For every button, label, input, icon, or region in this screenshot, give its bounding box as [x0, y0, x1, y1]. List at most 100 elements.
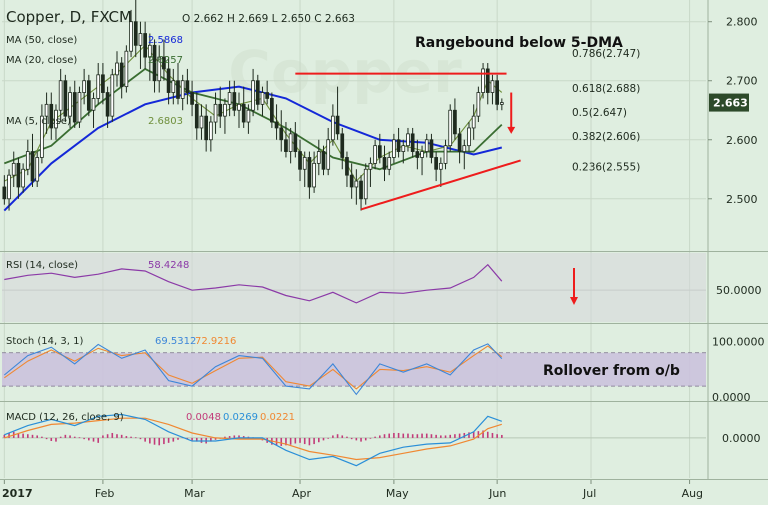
macd-hist-bar	[111, 432, 114, 438]
candle-down	[185, 80, 190, 93]
candle-down	[241, 103, 246, 123]
candle-up	[331, 115, 335, 141]
time-tick-label: Jun	[488, 487, 506, 500]
candle-down	[204, 115, 209, 141]
candle-up	[354, 180, 359, 188]
candle-up	[260, 92, 265, 105]
stoch-legend-d: 72.9216	[195, 336, 236, 347]
candle-up	[401, 145, 406, 152]
stoch-legend-label: Stoch (14, 3, 1)	[6, 336, 83, 347]
candle-up	[124, 50, 129, 88]
candle-down	[495, 80, 500, 105]
candle-down	[284, 139, 288, 152]
candle-down	[485, 68, 490, 93]
macd-hist-bar	[167, 437, 170, 443]
candle-up	[35, 157, 40, 182]
fib-level-label: 0.236(2.555)	[572, 161, 640, 173]
axes: 2.800 2.700 2.600 2.500 2.663 50.0000 100.0000…	[2, 16, 765, 500]
candle-up	[40, 115, 44, 158]
candle-down	[133, 21, 138, 46]
macd-hist-bar	[421, 433, 423, 438]
macd-hist-bar	[416, 434, 419, 438]
macd-hist-bar	[313, 437, 315, 445]
macd-hist-bar	[308, 437, 311, 446]
macd-line	[4, 413, 503, 467]
stoch-band	[2, 352, 706, 387]
candle-down	[176, 80, 180, 99]
macd-hist-bar	[102, 435, 104, 438]
price-tick-label: 2.500	[726, 193, 758, 206]
candle-up	[54, 109, 58, 129]
macd-hist-bar	[106, 434, 109, 438]
macd-hist-bar	[163, 437, 165, 445]
candle-down	[49, 103, 54, 129]
macd-hist-bar	[191, 437, 193, 441]
macd-hist-bar	[454, 434, 456, 438]
rsi-panel-bg	[2, 253, 706, 322]
candle-up	[326, 139, 331, 170]
candle-down	[218, 103, 223, 117]
candle-down	[321, 151, 326, 170]
candle-up	[471, 115, 476, 129]
time-tick-label: Feb	[95, 487, 114, 500]
ma20-line	[3, 67, 503, 171]
macd-tick-label: 0.0000	[722, 432, 761, 445]
candle-up	[420, 151, 424, 158]
candle-down	[307, 157, 312, 188]
candle-down	[2, 186, 7, 200]
macd-hist-bar	[36, 435, 38, 438]
candle-up	[438, 162, 443, 170]
rsi-panel	[4, 263, 578, 305]
candle-up	[302, 157, 307, 170]
macd-signal-line	[4, 417, 502, 461]
candle-up	[499, 102, 504, 105]
macd-hist-bar	[116, 434, 118, 438]
candle-up	[387, 157, 392, 170]
candle-up	[223, 103, 227, 117]
ma20-legend-label: MA (20, close)	[6, 55, 77, 66]
candle-up	[373, 145, 377, 164]
candle-up	[44, 103, 49, 117]
candle-down	[30, 151, 35, 182]
candle-up	[157, 56, 162, 82]
time-tick-label: May	[386, 487, 409, 500]
macd-hist-bar	[233, 435, 236, 438]
macd-hist-bar	[59, 436, 62, 438]
candle-up	[208, 121, 213, 141]
candle-down	[434, 157, 438, 170]
macd-hist-bar	[322, 437, 325, 441]
candle-down	[429, 139, 434, 158]
candle-up	[246, 109, 251, 123]
macd-hist-bar	[83, 437, 85, 440]
candle-up	[147, 44, 152, 58]
macd-hist-bar	[88, 437, 90, 441]
legend-block: Copper, D, FXCM O 2.662 H 2.669 L 2.650 …	[6, 8, 355, 423]
candle-up	[199, 115, 204, 129]
candle-up	[7, 174, 11, 200]
macd-hist-bar	[144, 437, 146, 442]
support-trendline	[360, 159, 521, 211]
candle-up	[424, 139, 429, 152]
macd-hist-bar	[458, 433, 461, 438]
candle-down	[270, 98, 274, 123]
ohlc-readout: O 2.662 H 2.669 L 2.650 C 2.663	[182, 13, 355, 25]
macd-hist-bar	[501, 434, 503, 438]
macd-hist-bar	[158, 437, 161, 446]
macd-hist-bar	[120, 434, 123, 438]
candle-up	[58, 80, 63, 111]
macd-hist-bar	[214, 437, 217, 440]
macd-hist-bar	[17, 432, 20, 438]
macd-legend-label: MACD (12, 26, close, 9)	[6, 412, 124, 423]
macd-legend-macd: 0.0269	[223, 412, 258, 423]
candle-up	[490, 80, 495, 93]
fib-level-label: 0.786(2.747)	[572, 48, 640, 60]
macd-hist-bar	[463, 432, 466, 438]
fib-level-label: 0.5(2.647)	[572, 107, 627, 119]
candle-down	[86, 80, 91, 111]
macd-hist-bar	[407, 433, 409, 438]
candle-down	[453, 109, 457, 135]
macd-hist-bar	[299, 437, 301, 443]
candle-down	[143, 33, 148, 58]
macd-hist-bar	[402, 433, 405, 438]
candle-down	[72, 92, 77, 123]
